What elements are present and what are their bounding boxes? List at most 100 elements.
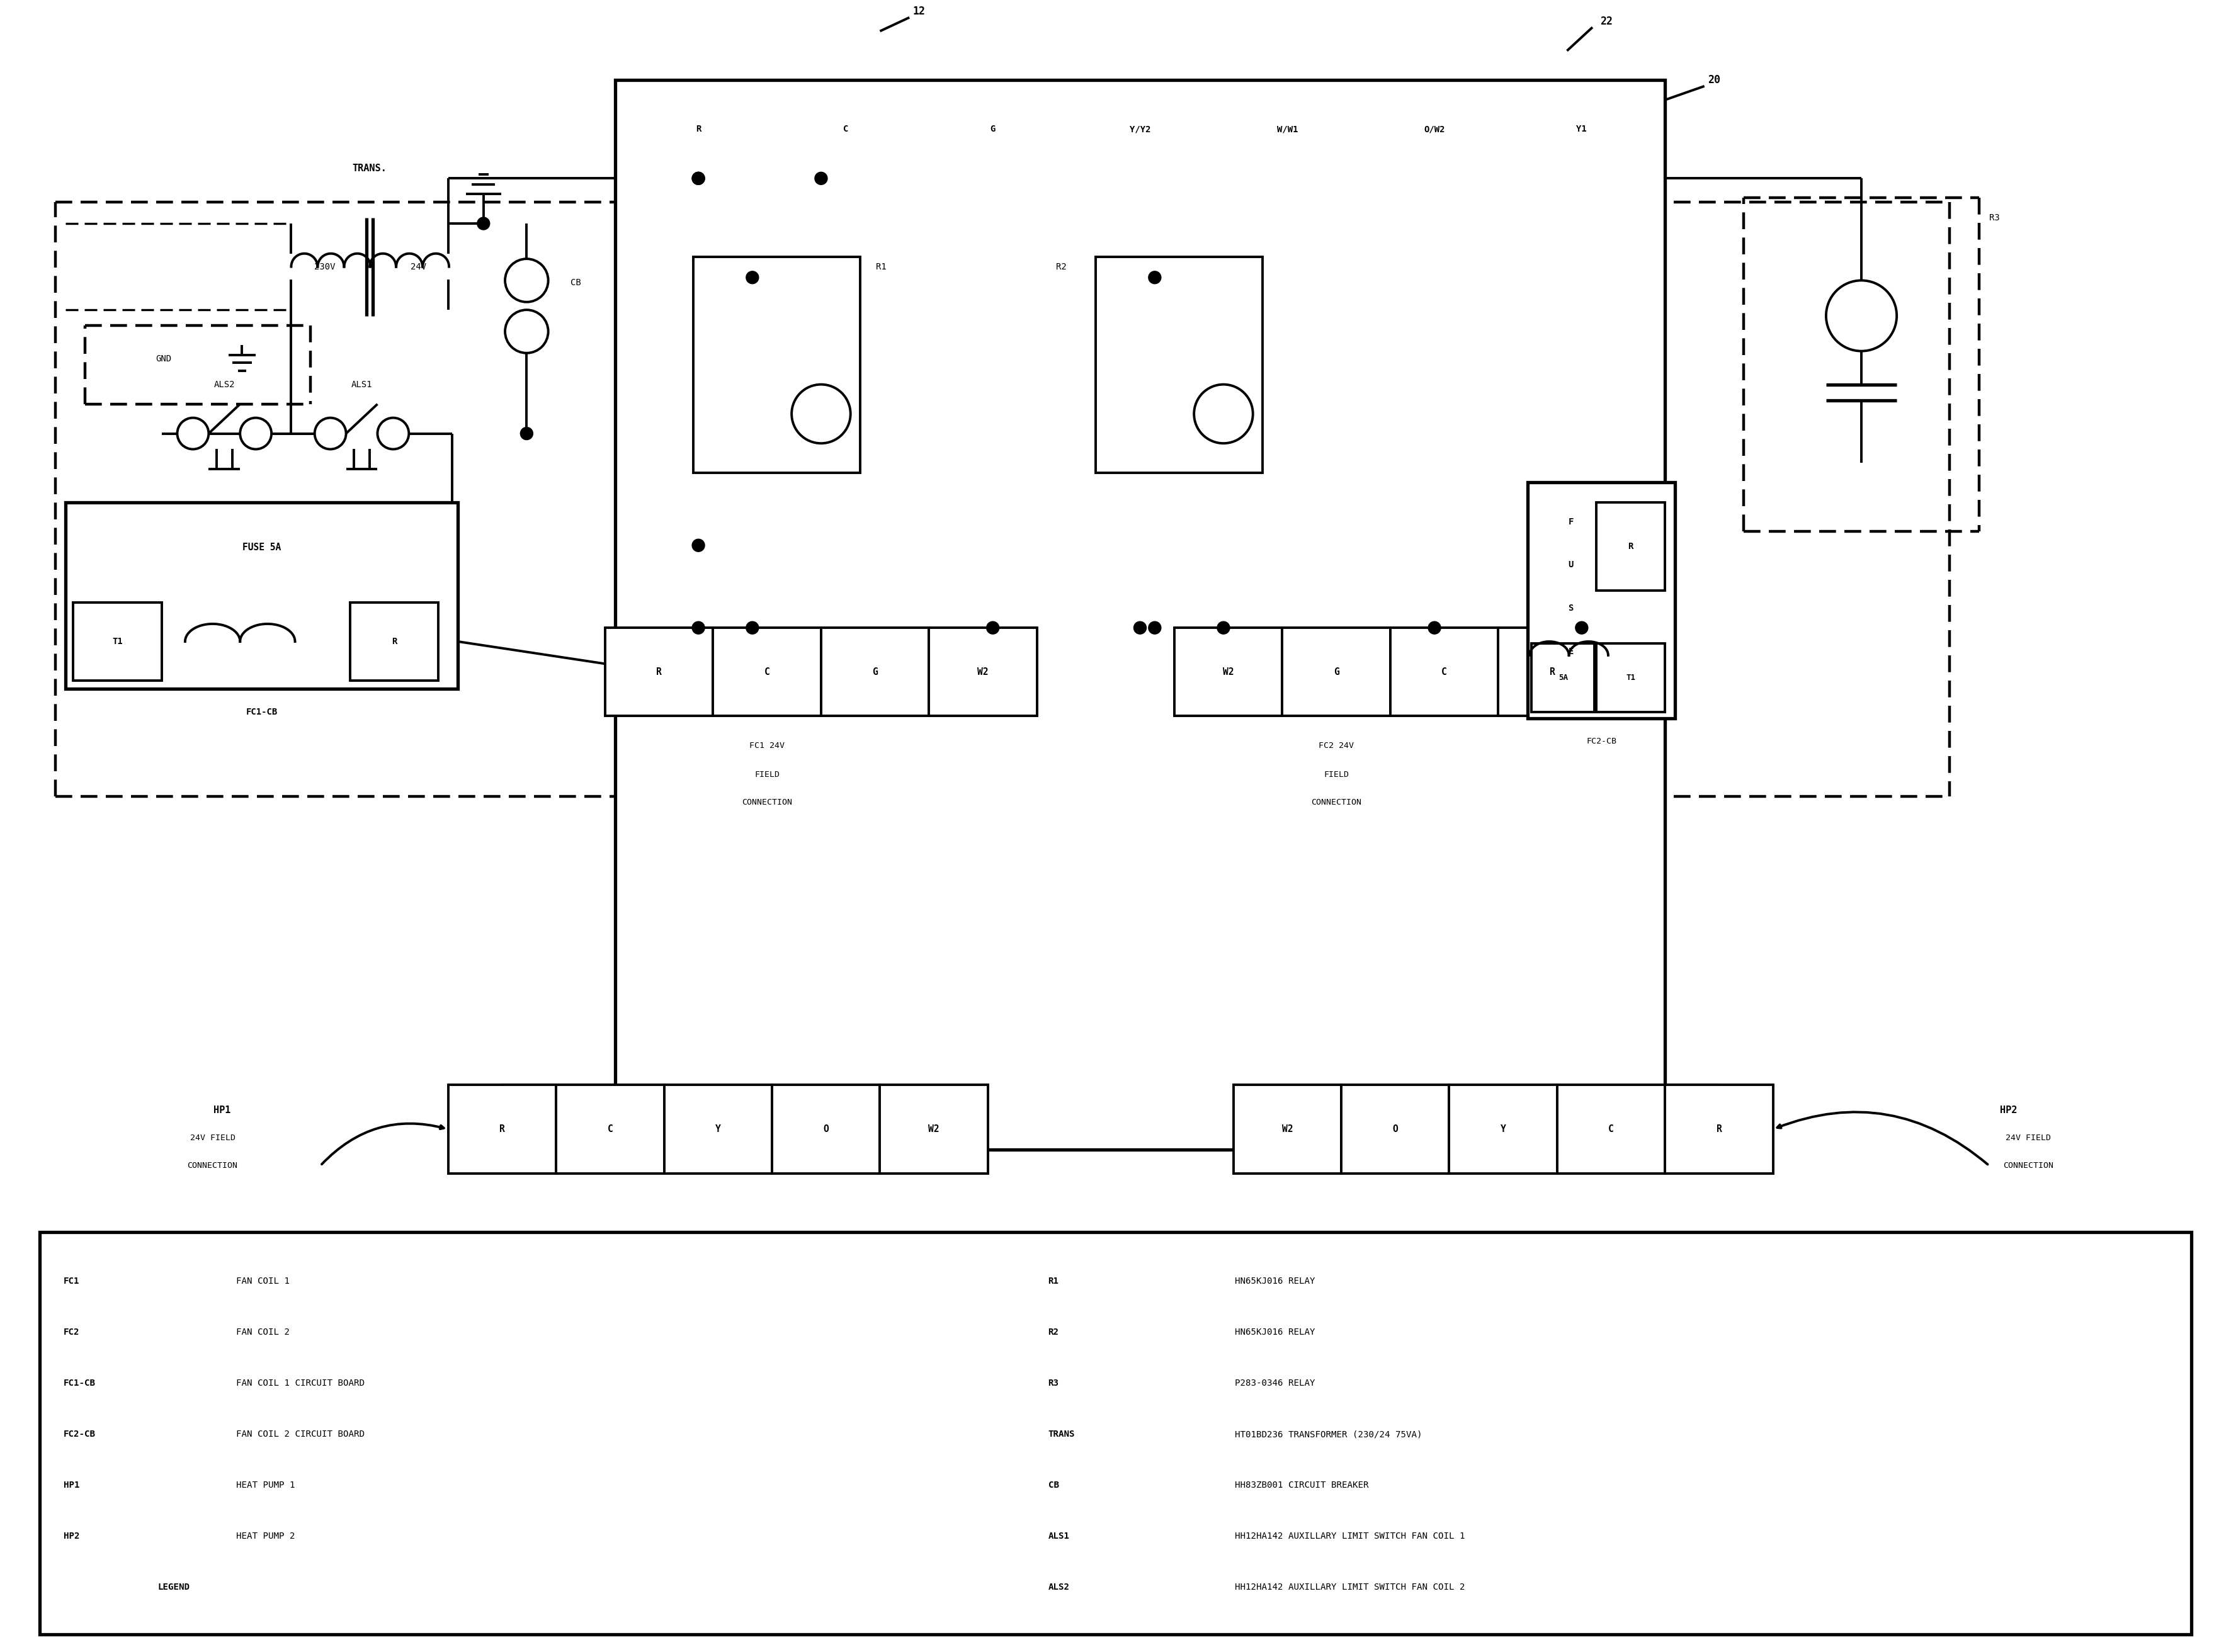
Circle shape: [1194, 385, 1254, 443]
Text: CONNECTION: CONNECTION: [743, 798, 792, 806]
Text: HH12HA142 AUXILLARY LIMIT SWITCH FAN COIL 1: HH12HA142 AUXILLARY LIMIT SWITCH FAN COI…: [1234, 1531, 1466, 1541]
Text: HH83ZB001 CIRCUIT BREAKER: HH83ZB001 CIRCUIT BREAKER: [1234, 1480, 1368, 1490]
Text: R: R: [1629, 542, 1633, 550]
Bar: [616, 81, 1664, 1150]
Text: R1: R1: [1049, 1277, 1060, 1285]
Text: W2: W2: [1283, 1125, 1292, 1133]
Bar: [1066, 91, 1214, 169]
Circle shape: [1825, 281, 1896, 352]
Bar: [1234, 1085, 1341, 1173]
Text: 20: 20: [1709, 74, 1720, 86]
Circle shape: [377, 418, 408, 449]
Text: P283-0346 RELAY: P283-0346 RELAY: [1234, 1379, 1314, 1388]
Text: 5A: 5A: [1557, 674, 1568, 682]
Bar: [1390, 628, 1499, 715]
Text: Y1: Y1: [1577, 126, 1586, 134]
Circle shape: [745, 621, 759, 634]
Bar: [1499, 628, 1606, 715]
Text: S: S: [1568, 603, 1573, 613]
Bar: [1557, 1085, 1664, 1173]
Text: HEAT PUMP 1: HEAT PUMP 1: [236, 1480, 294, 1490]
Text: 230V: 230V: [315, 263, 335, 271]
Text: FC1-CB: FC1-CB: [245, 707, 277, 717]
Circle shape: [1428, 621, 1441, 634]
Bar: [1450, 1085, 1557, 1173]
Text: FAN COIL 2: FAN COIL 2: [236, 1328, 290, 1336]
Text: GND: GND: [156, 355, 172, 363]
Text: FAN COIL 1: FAN COIL 1: [236, 1277, 290, 1285]
Text: ALS1: ALS1: [350, 380, 373, 388]
Text: C: C: [765, 667, 770, 677]
Text: FC2: FC2: [62, 1328, 80, 1336]
Bar: [1095, 256, 1263, 472]
Text: HN65KJ016 RELAY: HN65KJ016 RELAY: [1234, 1277, 1314, 1285]
Circle shape: [692, 172, 705, 185]
Bar: [1214, 91, 1361, 169]
Bar: [1341, 1085, 1450, 1173]
Circle shape: [1218, 621, 1229, 634]
Text: R: R: [500, 1125, 504, 1133]
Text: TRANS: TRANS: [1049, 1431, 1075, 1439]
Text: FIELD: FIELD: [754, 771, 779, 780]
Text: HP1: HP1: [62, 1480, 80, 1490]
Bar: [772, 91, 919, 169]
Text: FC1 24V: FC1 24V: [750, 742, 785, 750]
Text: CONNECTION: CONNECTION: [1312, 798, 1361, 806]
Text: E: E: [1568, 648, 1573, 656]
Circle shape: [241, 418, 272, 449]
Text: CB: CB: [571, 278, 580, 287]
Text: CONNECTION: CONNECTION: [187, 1161, 239, 1170]
Text: O/W2: O/W2: [1423, 126, 1446, 134]
Circle shape: [745, 271, 759, 284]
Bar: [556, 1085, 665, 1173]
Bar: [1174, 628, 1283, 715]
Circle shape: [1149, 621, 1160, 634]
Bar: [821, 628, 928, 715]
Circle shape: [692, 539, 705, 552]
Text: O: O: [1392, 1125, 1399, 1133]
Text: FC2-CB: FC2-CB: [1586, 737, 1617, 745]
Text: TRANS.: TRANS.: [352, 164, 386, 173]
Bar: [350, 603, 437, 681]
Bar: [1361, 91, 1508, 169]
Text: F: F: [1568, 517, 1573, 527]
Text: W2: W2: [928, 1125, 939, 1133]
Circle shape: [315, 418, 346, 449]
Text: U: U: [1568, 560, 1573, 570]
Text: 24V: 24V: [411, 263, 426, 271]
Bar: [665, 1085, 772, 1173]
Text: 24V FIELD: 24V FIELD: [190, 1133, 234, 1142]
Text: Y: Y: [1501, 1125, 1506, 1133]
Text: HH12HA142 AUXILLARY LIMIT SWITCH FAN COIL 2: HH12HA142 AUXILLARY LIMIT SWITCH FAN COI…: [1234, 1583, 1466, 1593]
Bar: [694, 256, 861, 472]
Text: Y: Y: [716, 1125, 721, 1133]
Bar: [772, 1085, 879, 1173]
Bar: [1664, 1085, 1774, 1173]
Text: R3: R3: [1990, 213, 1999, 221]
Bar: [1528, 482, 1675, 719]
Text: HP2: HP2: [1999, 1105, 2017, 1115]
Bar: [879, 1085, 988, 1173]
Bar: [448, 1085, 556, 1173]
Text: HN65KJ016 RELAY: HN65KJ016 RELAY: [1234, 1328, 1314, 1336]
Text: FC2-CB: FC2-CB: [62, 1431, 96, 1439]
Bar: [928, 628, 1037, 715]
Text: FC2 24V: FC2 24V: [1319, 742, 1354, 750]
Text: FIELD: FIELD: [1323, 771, 1350, 780]
Bar: [1533, 644, 1595, 712]
Text: R: R: [1551, 667, 1555, 677]
Text: G: G: [991, 126, 995, 134]
Text: R3: R3: [1049, 1379, 1060, 1388]
Text: HP2: HP2: [62, 1531, 80, 1541]
Bar: [1283, 628, 1390, 715]
Text: ALS2: ALS2: [1049, 1583, 1069, 1593]
Text: W2: W2: [1223, 667, 1234, 677]
Text: C: C: [843, 126, 848, 134]
Text: HP1: HP1: [214, 1105, 232, 1115]
Text: W/W1: W/W1: [1276, 126, 1298, 134]
Text: LEGEND: LEGEND: [158, 1583, 190, 1593]
Circle shape: [792, 385, 850, 443]
Text: ALS2: ALS2: [214, 380, 234, 388]
Circle shape: [176, 418, 210, 449]
Circle shape: [504, 259, 549, 302]
